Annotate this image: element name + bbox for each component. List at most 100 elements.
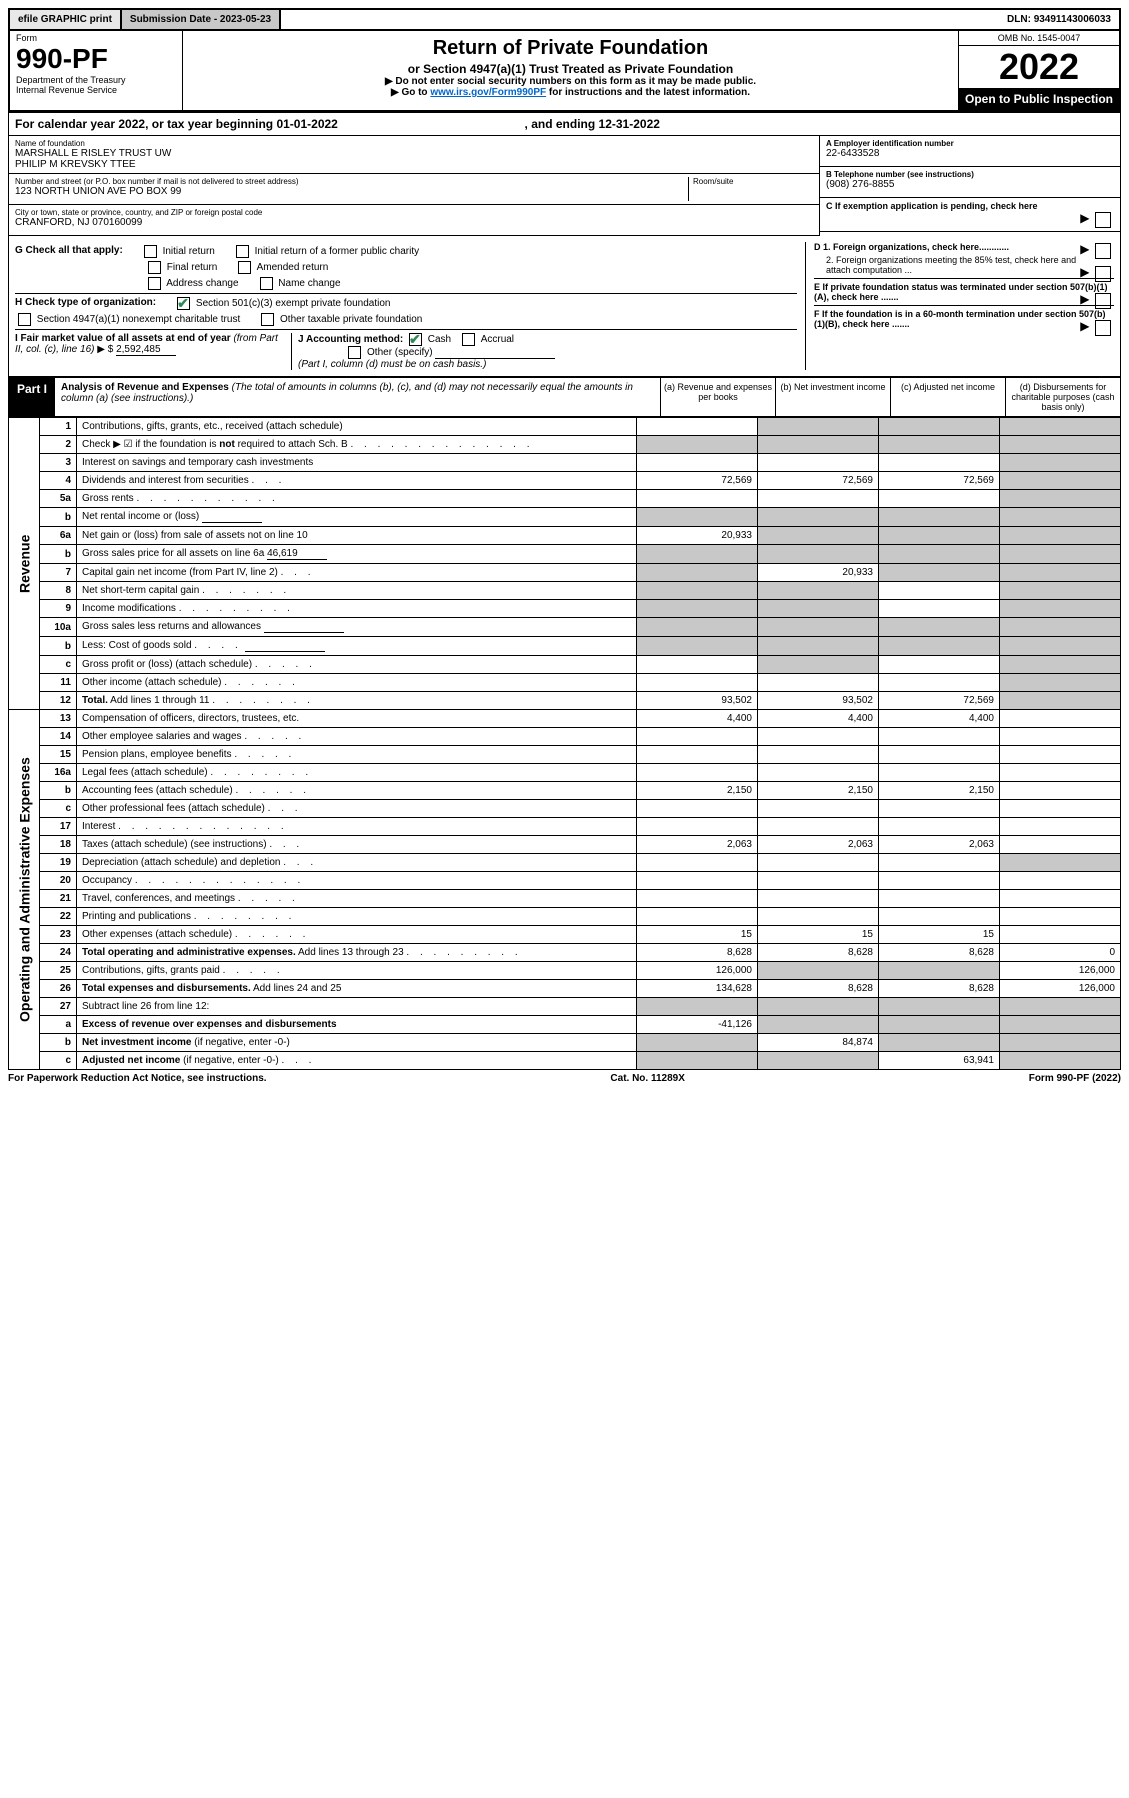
- checkbox-d2[interactable]: [1095, 266, 1111, 282]
- line-number: 4: [40, 472, 77, 490]
- checkbox-final-return[interactable]: [148, 261, 161, 274]
- checkbox-accrual[interactable]: [462, 333, 475, 346]
- amount-cell-d: [1000, 674, 1121, 692]
- checkbox-initial-former[interactable]: [236, 245, 249, 258]
- amount-cell-c: [879, 656, 1000, 674]
- line-number: 24: [40, 944, 77, 962]
- amount-cell-c: [879, 418, 1000, 436]
- line-description: Net gain or (loss) from sale of assets n…: [77, 527, 637, 545]
- amount-cell-d: [1000, 836, 1121, 854]
- table-row: bGross sales price for all assets on lin…: [9, 545, 1121, 564]
- line-description: Income modifications . . . . . . . . .: [77, 600, 637, 618]
- amount-cell-a: [637, 1034, 758, 1052]
- efile-print-button[interactable]: efile GRAPHIC print: [10, 10, 122, 29]
- foundation-city: CRANFORD, NJ 070160099: [15, 217, 813, 228]
- footer-row: For Paperwork Reduction Act Notice, see …: [8, 1070, 1121, 1087]
- checkbox-d1[interactable]: [1095, 243, 1111, 259]
- amount-cell-b: [758, 764, 879, 782]
- amount-cell-a: [637, 454, 758, 472]
- amount-cell-b: [758, 637, 879, 656]
- table-row: 23Other expenses (attach schedule) . . .…: [9, 926, 1121, 944]
- table-row: 14Other employee salaries and wages . . …: [9, 728, 1121, 746]
- amount-cell-d: [1000, 764, 1121, 782]
- line-description: Less: Cost of goods sold . . . .: [77, 637, 637, 656]
- checkbox-other-method[interactable]: [348, 346, 361, 359]
- amount-cell-a: [637, 728, 758, 746]
- dln: DLN: 93491143006033: [999, 10, 1119, 29]
- phone-value: (908) 276-8855: [826, 179, 1114, 190]
- table-row: 19Depreciation (attach schedule) and dep…: [9, 854, 1121, 872]
- j-note: (Part I, column (d) must be on cash basi…: [298, 359, 486, 370]
- line-description: Net rental income or (loss): [77, 508, 637, 527]
- line-description: Gross sales price for all assets on line…: [77, 545, 637, 564]
- checkbox-f[interactable]: [1095, 320, 1111, 336]
- table-row: 11Other income (attach schedule) . . . .…: [9, 674, 1121, 692]
- table-row: Revenue1Contributions, gifts, grants, et…: [9, 418, 1121, 436]
- h-opt-2: Other taxable private foundation: [280, 314, 422, 325]
- irs-link[interactable]: www.irs.gov/Form990PF: [430, 87, 546, 98]
- line-number: 7: [40, 564, 77, 582]
- checkbox-other-taxable[interactable]: [261, 313, 274, 326]
- line-description: Compensation of officers, directors, tru…: [77, 710, 637, 728]
- amount-cell-d: [1000, 998, 1121, 1016]
- part1-desc: Analysis of Revenue and Expenses (The to…: [55, 378, 660, 416]
- amount-cell-b: [758, 962, 879, 980]
- checkbox-4947[interactable]: [18, 313, 31, 326]
- amount-cell-a: [637, 656, 758, 674]
- amount-cell-b: [758, 854, 879, 872]
- form-number: 990-PF: [16, 43, 176, 75]
- amount-cell-d: [1000, 692, 1121, 710]
- amount-cell-b: 8,628: [758, 944, 879, 962]
- side-label-expenses: Operating and Administrative Expenses: [9, 710, 40, 1070]
- line-description: Capital gain net income (from Part IV, l…: [77, 564, 637, 582]
- checkbox-cash[interactable]: [409, 333, 422, 346]
- line-description: Taxes (attach schedule) (see instruction…: [77, 836, 637, 854]
- amount-cell-b: 4,400: [758, 710, 879, 728]
- amount-cell-a: [637, 582, 758, 600]
- j-opt-cash: Cash: [428, 334, 451, 345]
- amount-cell-a: [637, 764, 758, 782]
- amount-cell-a: 20,933: [637, 527, 758, 545]
- amount-cell-c: [879, 508, 1000, 527]
- checkbox-c[interactable]: [1095, 212, 1111, 228]
- table-row: 20Occupancy . . . . . . . . . . . . .: [9, 872, 1121, 890]
- arrow-icon: ▶: [1080, 211, 1089, 225]
- checkbox-e[interactable]: [1095, 293, 1111, 309]
- line-number: 15: [40, 746, 77, 764]
- fmv-value: 2,592,485: [116, 344, 176, 356]
- amount-cell-b: [758, 454, 879, 472]
- amount-cell-d: 0: [1000, 944, 1121, 962]
- amount-cell-a: [637, 854, 758, 872]
- checkbox-address-change[interactable]: [148, 277, 161, 290]
- amount-cell-b: [758, 728, 879, 746]
- cal-text-b: , and ending: [525, 117, 599, 131]
- amount-cell-b: [758, 600, 879, 618]
- amount-cell-a: [637, 818, 758, 836]
- line-description: Gross sales less returns and allowances: [77, 618, 637, 637]
- amount-cell-d: [1000, 490, 1121, 508]
- checkbox-initial-return[interactable]: [144, 245, 157, 258]
- table-row: Operating and Administrative Expenses13C…: [9, 710, 1121, 728]
- table-row: 10aGross sales less returns and allowanc…: [9, 618, 1121, 637]
- amount-cell-b: [758, 1016, 879, 1034]
- amount-cell-c: 8,628: [879, 944, 1000, 962]
- amount-cell-c: [879, 1016, 1000, 1034]
- amount-cell-d: 126,000: [1000, 962, 1121, 980]
- calendar-year-bar: For calendar year 2022, or tax year begi…: [8, 112, 1121, 136]
- room-label: Room/suite: [693, 177, 813, 186]
- line-description: Total. Add lines 1 through 11 . . . . . …: [77, 692, 637, 710]
- checkbox-name-change[interactable]: [260, 277, 273, 290]
- checkbox-501c3[interactable]: [177, 297, 190, 310]
- amount-cell-c: 72,569: [879, 692, 1000, 710]
- h-label: H Check type of organization:: [15, 297, 156, 310]
- name-label: Name of foundation: [15, 139, 813, 148]
- table-row: bNet rental income or (loss): [9, 508, 1121, 527]
- d2-label: 2. Foreign organizations meeting the 85%…: [826, 255, 1076, 275]
- amount-cell-c: [879, 564, 1000, 582]
- foundation-info: Name of foundation MARSHALL E RISLEY TRU…: [8, 136, 1121, 236]
- checkbox-amended-return[interactable]: [238, 261, 251, 274]
- amount-cell-d: [1000, 600, 1121, 618]
- line-description: Other employee salaries and wages . . . …: [77, 728, 637, 746]
- header-note-2b: for instructions and the latest informat…: [546, 87, 750, 98]
- amount-cell-d: [1000, 618, 1121, 637]
